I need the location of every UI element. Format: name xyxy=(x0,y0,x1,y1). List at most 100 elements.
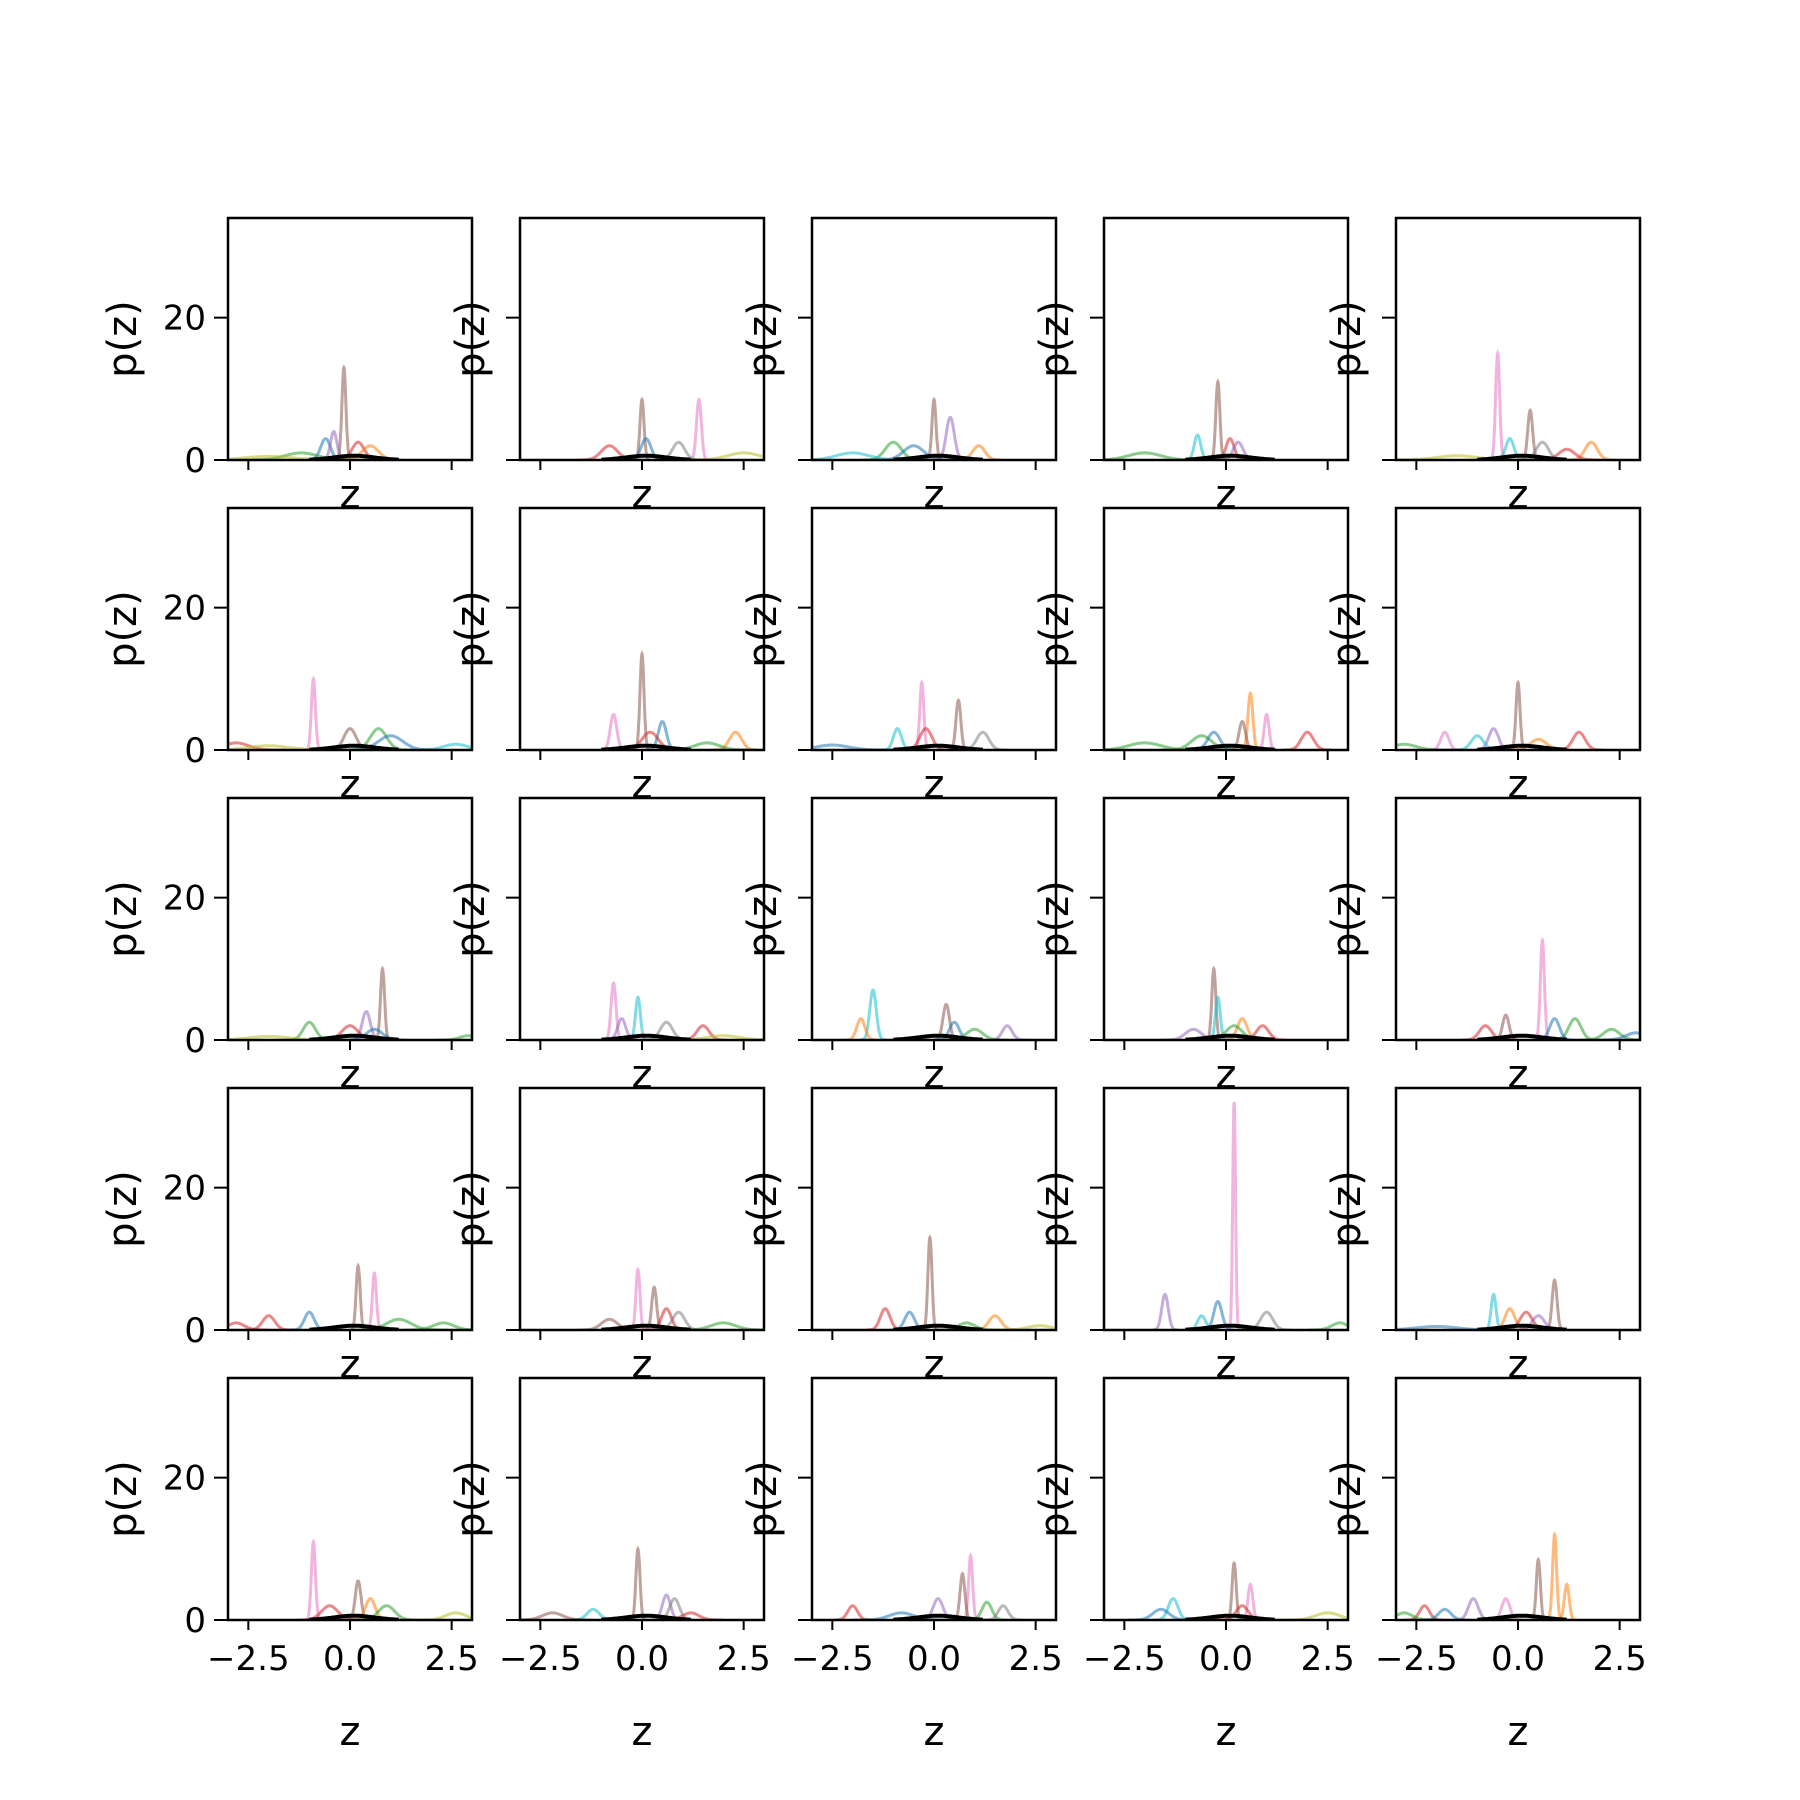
y-axis-label: p(z) xyxy=(1032,1460,1078,1538)
series-line xyxy=(711,730,760,750)
x-axis-label: z xyxy=(632,472,653,518)
series-line xyxy=(844,1016,878,1040)
axes-frame xyxy=(1394,1086,1642,1332)
x-axis-label: z xyxy=(1216,1709,1237,1755)
panel-3-3: z p(z) xyxy=(1032,1086,1350,1388)
x-axis-label: z xyxy=(340,1709,361,1755)
series-line xyxy=(366,1270,383,1330)
x-axis-label: z xyxy=(924,762,945,808)
axes-frame xyxy=(226,506,474,752)
mean-density-line xyxy=(1477,1613,1567,1620)
y-axis-label: p(z) xyxy=(1324,1170,1370,1248)
y-axis-label: p(z) xyxy=(1324,880,1370,958)
y-axis-label: p(z) xyxy=(740,1460,786,1538)
panel-plot-0-4 xyxy=(1396,348,1616,460)
panel-2-0: 0 20 z p(z) xyxy=(100,796,474,1098)
x-axis-label: z xyxy=(632,1709,653,1755)
y-tick-label: 0 xyxy=(184,441,206,481)
mean-density-line xyxy=(601,1323,691,1330)
panel-plot-2-0 xyxy=(228,965,472,1040)
mean-density-line xyxy=(893,1613,983,1620)
mean-density-line xyxy=(1185,1033,1275,1040)
series-line xyxy=(1554,730,1604,750)
series-line xyxy=(983,1604,1023,1620)
panel-0-4: z p(z) xyxy=(1324,216,1642,518)
axes-frame xyxy=(810,506,1058,752)
series-line xyxy=(644,1285,664,1330)
panel-2-1: z p(z) xyxy=(448,796,766,1098)
series-line xyxy=(1529,1556,1547,1620)
panel-3-4: z p(z) xyxy=(1324,1086,1642,1388)
panel-plot-4-4 xyxy=(1396,1531,1577,1620)
panel-plot-1-3 xyxy=(1104,690,1332,750)
x-axis-label: z xyxy=(1216,1342,1237,1388)
y-tick-label: 0 xyxy=(184,731,206,771)
axes-frame xyxy=(1102,1376,1350,1622)
axes-frame xyxy=(1102,506,1350,752)
panel-1-3: z p(z) xyxy=(1032,506,1350,808)
panel-3-0: 0 20 z p(z) xyxy=(100,1086,474,1388)
series-line xyxy=(1453,1596,1493,1620)
y-axis-label: p(z) xyxy=(100,300,146,378)
series-line xyxy=(304,675,322,750)
axes-frame xyxy=(1394,1376,1642,1622)
mean-density-line xyxy=(309,743,399,750)
series-line xyxy=(1520,408,1540,460)
mean-density-line xyxy=(893,1323,983,1330)
panel-2-4: z p(z) xyxy=(1324,796,1642,1098)
x-tick-label: 0.0 xyxy=(323,1639,377,1679)
series-line xyxy=(629,1545,647,1620)
axes-frame xyxy=(1102,216,1350,462)
axes-frame xyxy=(226,796,474,1042)
mean-density-line xyxy=(309,453,399,460)
series-line xyxy=(349,1262,367,1330)
axes-frame xyxy=(518,506,766,752)
mean-density-line xyxy=(1185,1323,1275,1330)
panel-4-4: −2.5 0.0 2.5 z p(z) xyxy=(1324,1376,1647,1755)
panel-2-2: z p(z) xyxy=(740,796,1058,1098)
panel-plot-0-3 xyxy=(1104,378,1275,460)
y-tick-label: 20 xyxy=(163,1169,206,1209)
series-line xyxy=(304,1538,322,1620)
y-axis-label: p(z) xyxy=(448,590,494,668)
y-axis-label: p(z) xyxy=(448,300,494,378)
x-axis-label: z xyxy=(924,1709,945,1755)
y-axis-label: p(z) xyxy=(100,590,146,668)
y-tick-label: 0 xyxy=(184,1311,206,1351)
x-axis-label: z xyxy=(340,1052,361,1098)
panel-plot-4-0 xyxy=(297,1538,472,1620)
y-axis-label: p(z) xyxy=(740,1170,786,1248)
mean-density-line xyxy=(1185,453,1275,460)
y-axis-label: p(z) xyxy=(100,880,146,958)
y-axis-label: p(z) xyxy=(448,880,494,958)
axes-frame xyxy=(1102,796,1350,1042)
panel-0-1: z p(z) xyxy=(448,216,766,518)
x-axis-label: z xyxy=(924,1342,945,1388)
x-tick-label: −2.5 xyxy=(499,1639,582,1679)
y-tick-label: 0 xyxy=(184,1601,206,1641)
y-axis-label: p(z) xyxy=(1324,590,1370,668)
x-tick-label: 2.5 xyxy=(1009,1639,1063,1679)
axes-frame xyxy=(1394,796,1642,1042)
x-tick-label: −2.5 xyxy=(791,1639,874,1679)
x-tick-label: 2.5 xyxy=(717,1639,771,1679)
series-line xyxy=(1546,1531,1564,1620)
mean-density-line xyxy=(601,1613,691,1620)
panel-plot-3-1 xyxy=(576,1266,764,1330)
panel-0-0: 0 20 z p(z) xyxy=(100,216,474,518)
panel-plot-4-3 xyxy=(1128,1560,1348,1620)
axes-frame xyxy=(518,1086,766,1332)
series-line xyxy=(1209,378,1227,460)
x-tick-label: −2.5 xyxy=(1083,1639,1166,1679)
x-tick-label: 0.0 xyxy=(907,1639,961,1679)
mean-density-line xyxy=(1477,1323,1567,1330)
x-axis-label: z xyxy=(1216,472,1237,518)
series-line xyxy=(633,649,651,750)
series-line xyxy=(628,995,648,1040)
x-axis-label: z xyxy=(1508,1052,1529,1098)
x-axis-label: z xyxy=(340,1342,361,1388)
panel-4-1: −2.5 0.0 2.5 z p(z) xyxy=(448,1376,771,1755)
x-axis-label: z xyxy=(924,1052,945,1098)
y-tick-label: 0 xyxy=(184,1021,206,1061)
